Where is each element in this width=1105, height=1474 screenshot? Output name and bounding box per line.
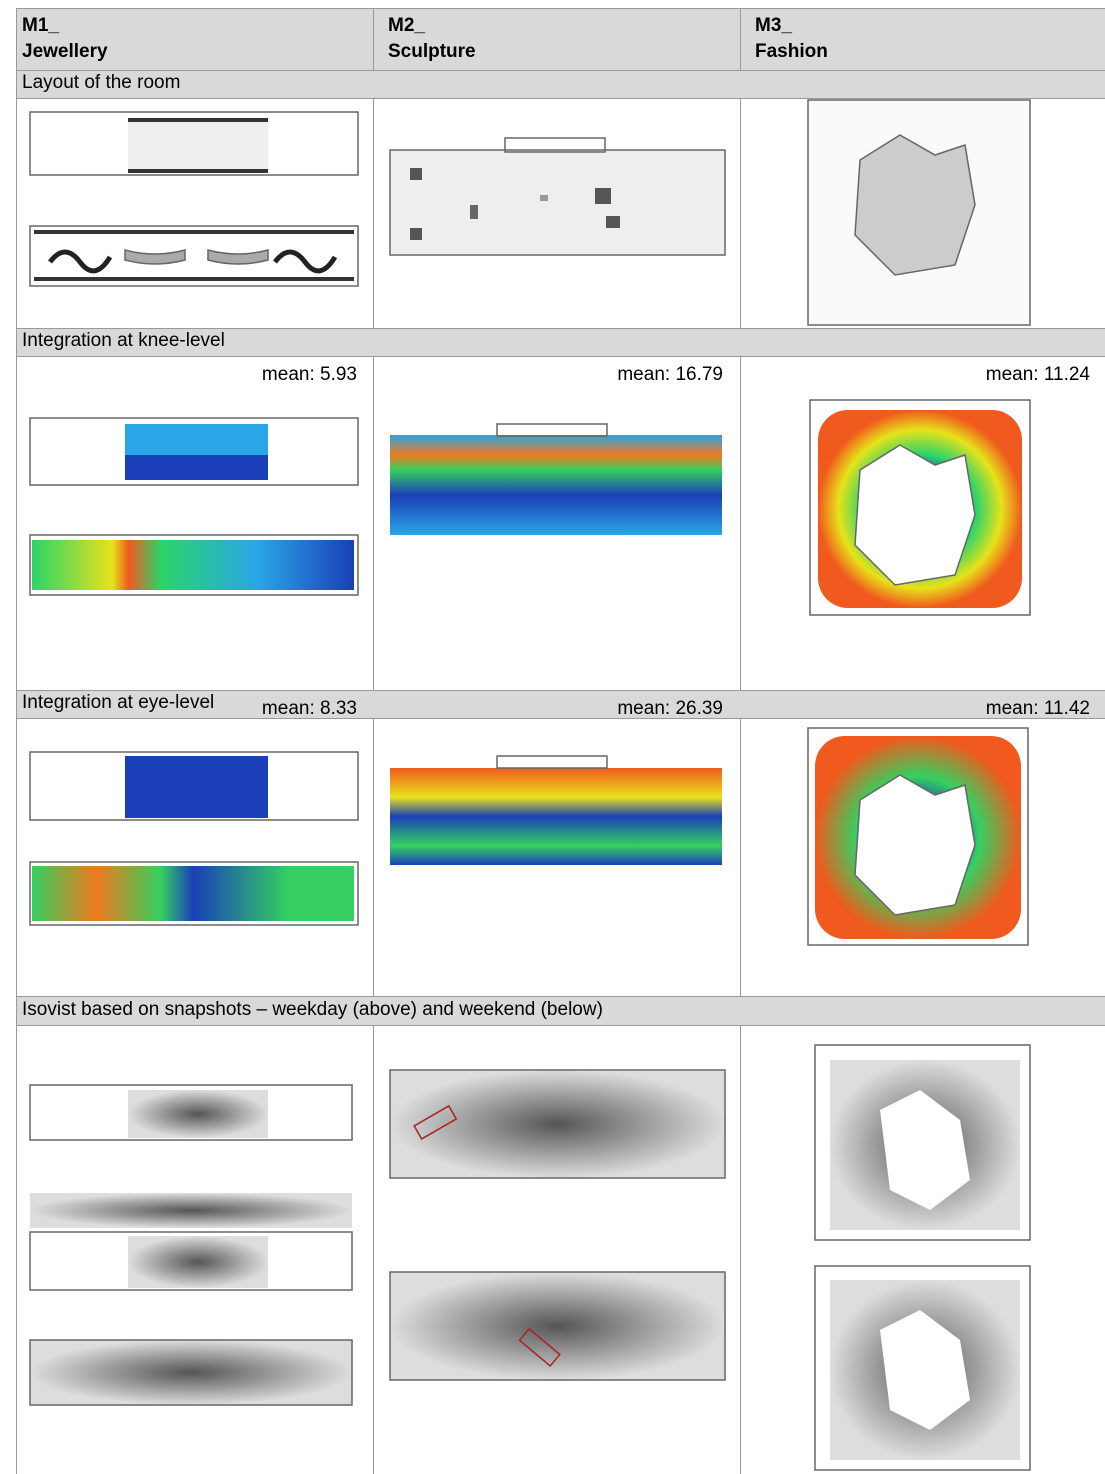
figure-shape	[410, 168, 422, 180]
figure-shape	[125, 250, 185, 264]
figure-group	[30, 100, 1030, 1470]
figure-shape	[128, 120, 268, 170]
figure-shape	[606, 216, 620, 228]
figure-shape	[32, 866, 354, 921]
figure-shape	[208, 250, 268, 264]
figure-shape	[390, 150, 725, 255]
figure-shape	[390, 1070, 725, 1178]
figure-shape	[390, 1272, 725, 1380]
figure-shape	[30, 1340, 352, 1405]
figure-shape	[410, 228, 422, 240]
figure-shape	[128, 1090, 268, 1138]
figure-shape	[830, 1060, 1020, 1230]
figure-shape	[125, 455, 268, 480]
figure-shape	[275, 252, 335, 271]
figure-shape	[855, 135, 975, 275]
figures	[0, 0, 1105, 1474]
figure-shape	[470, 205, 478, 219]
figure-shape	[497, 424, 607, 436]
figure-shape	[390, 435, 722, 535]
figure-shape	[125, 756, 268, 818]
figure-shape	[540, 195, 548, 201]
figure-shape	[128, 1236, 268, 1288]
figure-shape	[855, 445, 975, 585]
figure-shape	[50, 252, 110, 271]
figure-shape	[497, 756, 607, 768]
figure-shape	[855, 775, 975, 915]
figure-shape	[390, 768, 722, 865]
page: M1_ Jewellery M2_ Sculpture M3_ Fashion …	[0, 0, 1105, 1474]
figure-shape	[595, 188, 611, 204]
figure-shape	[32, 540, 354, 590]
figure-shape	[30, 1193, 352, 1228]
figure-shape	[830, 1280, 1020, 1460]
